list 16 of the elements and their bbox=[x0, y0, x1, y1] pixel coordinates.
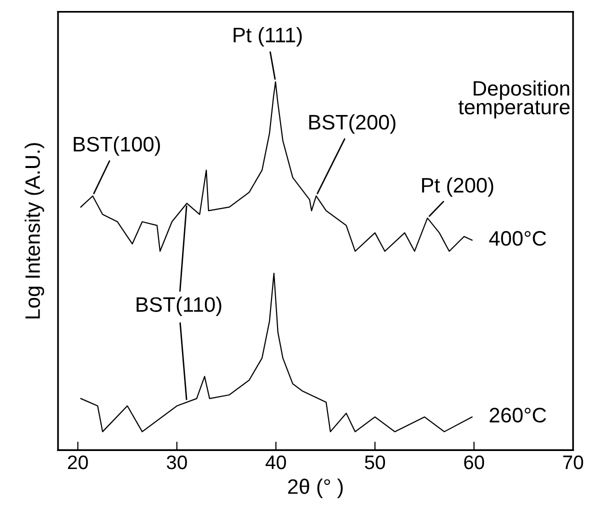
x-axis-title: 2θ (° ) bbox=[288, 478, 343, 498]
series-label: 400°C bbox=[489, 231, 546, 246]
x-tick-label: 60 bbox=[464, 455, 484, 470]
annotation: BST(110) bbox=[136, 296, 222, 316]
x-tick-label: 50 bbox=[364, 455, 386, 470]
annotation: Deposition temperature bbox=[458, 80, 570, 119]
x-tick-label: 70 bbox=[563, 455, 584, 470]
x-tick-label: 20 bbox=[68, 455, 88, 470]
annotation: BST(100) bbox=[74, 136, 160, 156]
x-tick-label: 40 bbox=[266, 455, 286, 470]
annotation: BST(200) bbox=[309, 114, 396, 134]
series-label: 260°C bbox=[490, 408, 546, 423]
y-axis-title: Log Intensity (A.U.) bbox=[24, 143, 44, 318]
annotation: Pt (111) bbox=[234, 27, 302, 47]
x-tick-label: 30 bbox=[166, 455, 187, 470]
annotation: Pt (200) bbox=[422, 177, 494, 197]
